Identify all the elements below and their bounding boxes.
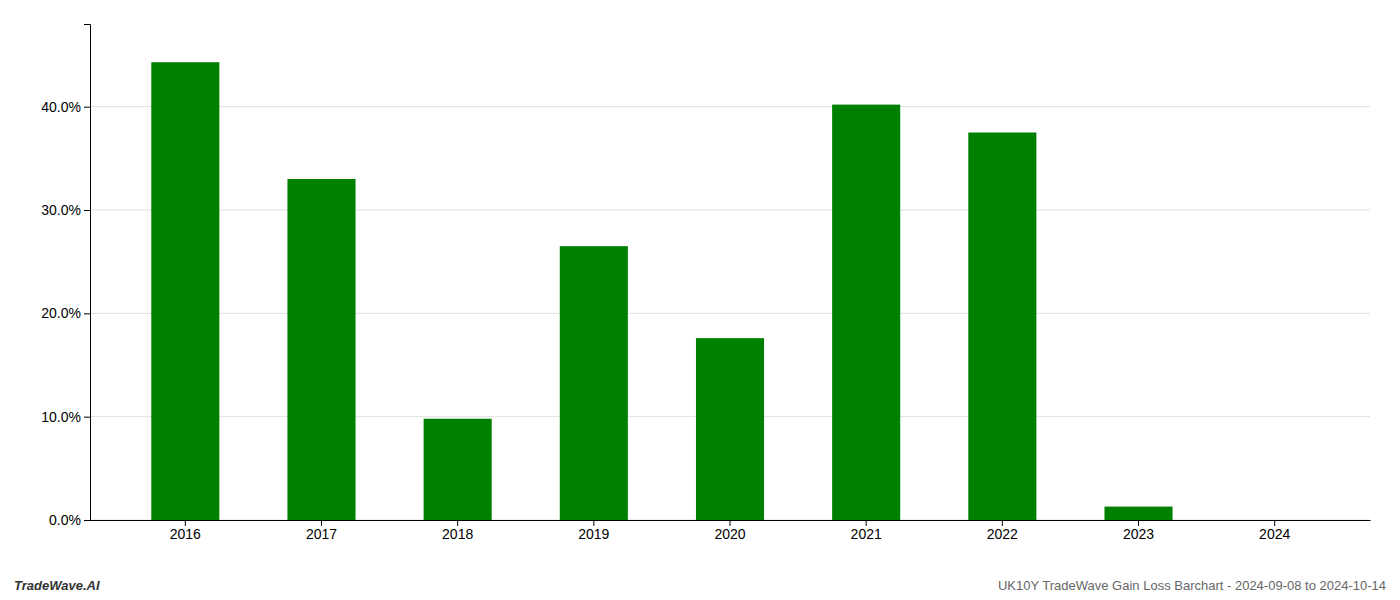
- y-tick-label: 10.0%: [41, 409, 81, 425]
- bar: [696, 338, 764, 520]
- y-tick-label: 30.0%: [41, 202, 81, 218]
- grid-line: [90, 210, 1370, 211]
- y-tick-mark: [84, 417, 90, 418]
- y-tick-label: 0.0%: [49, 512, 81, 528]
- y-tick-label: 40.0%: [41, 99, 81, 115]
- y-tick: 10.0%: [41, 409, 90, 425]
- bar: [1241, 520, 1309, 521]
- x-tick: 2020: [714, 520, 745, 542]
- bar: [832, 105, 900, 520]
- y-tick-mark: [84, 210, 90, 211]
- y-tick: 30.0%: [41, 202, 90, 218]
- x-tick-label: 2016: [170, 526, 201, 542]
- bar: [968, 133, 1036, 521]
- x-tick: 2018: [442, 520, 473, 542]
- grid-line: [90, 106, 1370, 107]
- x-tick-label: 2018: [442, 526, 473, 542]
- x-tick: 2017: [306, 520, 337, 542]
- x-tick-label: 2020: [714, 526, 745, 542]
- bar: [424, 419, 492, 520]
- x-tick-label: 2022: [987, 526, 1018, 542]
- footer-left: TradeWave.AI: [14, 578, 100, 593]
- bar: [560, 246, 628, 520]
- x-tick: 2021: [851, 520, 882, 542]
- bar: [287, 179, 355, 520]
- x-tick-label: 2024: [1259, 526, 1290, 542]
- x-tick: 2019: [578, 520, 609, 542]
- y-axis: 0.0% 10.0% 20.0% 30.0% 40.0%: [41, 25, 90, 528]
- y-tick-mark: [84, 107, 90, 108]
- x-tick-label: 2019: [578, 526, 609, 542]
- y-tick: 0.0%: [49, 512, 90, 528]
- y-tick-label: 20.0%: [41, 305, 81, 321]
- bars: [151, 62, 1172, 520]
- grid-line: [90, 313, 1370, 314]
- x-tick: 2023: [1123, 520, 1154, 542]
- bar: [1104, 507, 1172, 520]
- y-tick: 40.0%: [41, 99, 90, 115]
- y-tick: 20.0%: [41, 305, 90, 321]
- x-tick-label: 2021: [851, 526, 882, 542]
- x-tick: 2022: [987, 520, 1018, 542]
- y-tick-mark: [84, 313, 90, 314]
- y-axis-line: [84, 25, 91, 521]
- plot-area: 0.0% 10.0% 20.0% 30.0% 40.0% 2016 2017 2018 2019…: [41, 25, 1370, 542]
- x-tick-label: 2023: [1123, 526, 1154, 542]
- grid: [90, 107, 1370, 520]
- footer-right: UK10Y TradeWave Gain Loss Barchart - 202…: [998, 578, 1386, 593]
- bar: [151, 62, 219, 520]
- x-tick: 2024: [1259, 520, 1290, 542]
- x-axis: 2016 2017 2018 2019 2020 2021 2022 2023 2024: [91, 520, 1371, 542]
- x-tick-label: 2017: [306, 526, 337, 542]
- x-tick: 2016: [170, 520, 201, 542]
- chart-svg: 0.0% 10.0% 20.0% 30.0% 40.0% 2016 2017 2018 2019…: [0, 0, 1400, 600]
- y-tick-mark: [84, 520, 90, 521]
